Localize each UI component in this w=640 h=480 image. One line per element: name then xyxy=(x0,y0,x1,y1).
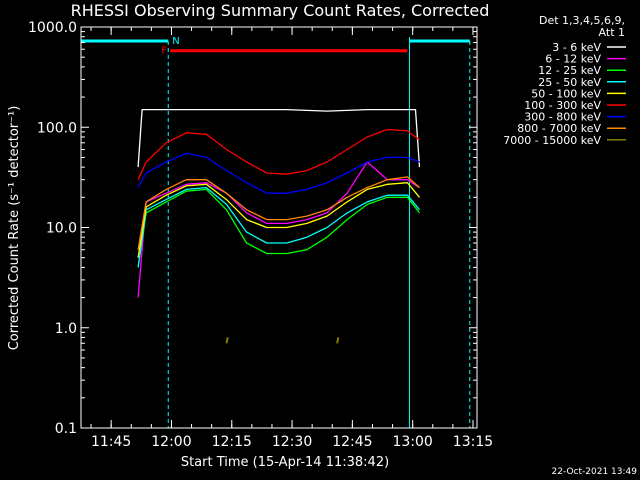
legend-label-25-50-kev: 25 - 50 keV xyxy=(538,76,601,89)
legend-header-line-2: Att 1 xyxy=(599,26,625,39)
series-50-100-kev xyxy=(137,182,421,258)
x-tick-label-5: 13:00 xyxy=(392,434,432,450)
x-tick-label-2: 12:15 xyxy=(212,434,252,450)
series-6-12-kev xyxy=(137,161,420,298)
y-tick-label-1: 1.0 xyxy=(55,321,77,337)
x-tick-label-1: 12:00 xyxy=(151,434,191,450)
series-7000-15000-kev-spike-0 xyxy=(225,337,229,344)
chart-title: RHESSI Observing Summary Count Rates, Co… xyxy=(71,1,490,20)
series-800-7000-kev xyxy=(137,176,420,250)
series-300-800-kev xyxy=(137,152,420,194)
legend-label-100-300-kev: 100 - 300 keV xyxy=(524,99,601,112)
legend-label-12-25-kev: 12 - 25 keV xyxy=(538,64,601,77)
x-axis-label: Start Time (15-Apr-14 11:38:42) xyxy=(181,455,389,470)
y-tick-label-4: 1000.0 xyxy=(28,20,77,36)
series-3-6-kev xyxy=(137,108,421,168)
legend-label-6-12-kev: 6 - 12 keV xyxy=(545,53,601,66)
y-tick-label-0: 0.1 xyxy=(55,421,77,437)
series-100-300-kev xyxy=(137,128,420,180)
series-7000-15000-kev-spike-1 xyxy=(336,337,340,344)
legend-header-line-1: Det 1,3,4,5,6,9, xyxy=(539,14,625,27)
series-12-25-kev xyxy=(137,188,421,268)
x-tick-label-0: 11:45 xyxy=(91,434,131,450)
series-25-50-kev xyxy=(137,186,421,268)
date-stamp: 22-Oct-2021 13:49 xyxy=(552,467,638,477)
flag-label-N: N xyxy=(172,36,179,47)
y-tick-label-2: 10.0 xyxy=(46,221,77,237)
legend-label-3-6-kev: 3 - 6 keV xyxy=(552,41,601,54)
x-tick-label-3: 12:30 xyxy=(272,434,312,450)
legend-label-7000-15000-kev: 7000 - 15000 keV xyxy=(503,134,601,147)
axes: 0.1 1.0 10.0 100.0 1000.0 11:45 12:00 12:15 12:3… xyxy=(28,20,493,450)
x-tick-label-6: 13:15 xyxy=(453,434,493,450)
flag-label-F: F xyxy=(161,46,167,57)
x-tick-label-4: 12:45 xyxy=(332,434,372,450)
y-axis-label: Corrected Count Rate (s⁻¹ detector⁻¹) xyxy=(7,106,22,351)
legend-label-800-7000-kev: 800 - 7000 keV xyxy=(517,122,601,135)
legend-label-300-800-kev: 300 - 800 keV xyxy=(524,111,601,124)
y-tick-label-3: 100.0 xyxy=(37,120,77,136)
legend-label-50-100-kev: 50 - 100 keV xyxy=(531,87,601,100)
